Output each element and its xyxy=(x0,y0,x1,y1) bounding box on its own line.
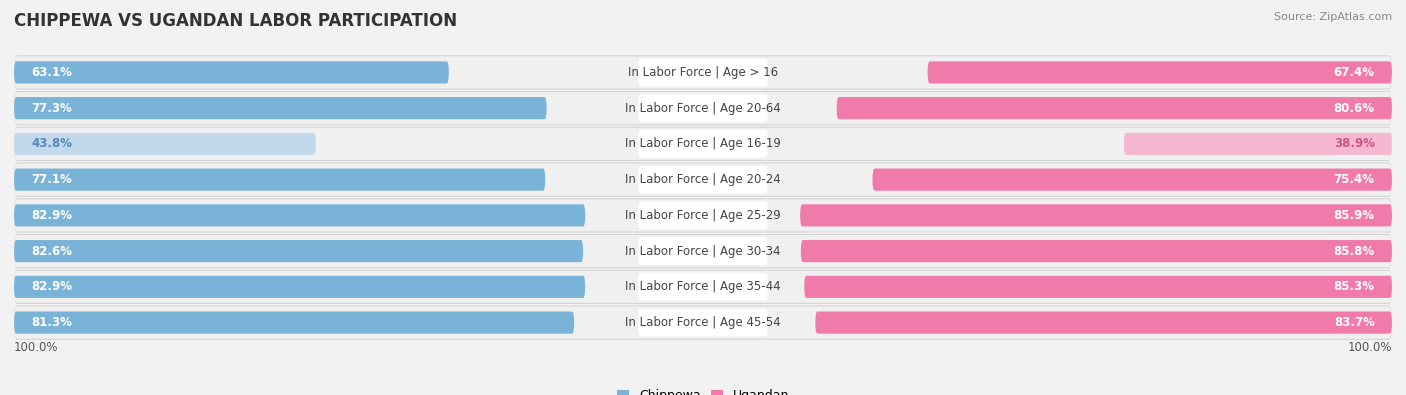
FancyBboxPatch shape xyxy=(14,97,547,119)
Text: 80.6%: 80.6% xyxy=(1334,102,1375,115)
Text: Source: ZipAtlas.com: Source: ZipAtlas.com xyxy=(1274,12,1392,22)
Text: 85.3%: 85.3% xyxy=(1334,280,1375,293)
FancyBboxPatch shape xyxy=(804,276,1392,298)
FancyBboxPatch shape xyxy=(638,273,768,301)
Text: In Labor Force | Age 20-64: In Labor Force | Age 20-64 xyxy=(626,102,780,115)
FancyBboxPatch shape xyxy=(14,270,1392,304)
FancyBboxPatch shape xyxy=(638,166,768,194)
FancyBboxPatch shape xyxy=(800,204,1392,226)
Text: 77.1%: 77.1% xyxy=(31,173,72,186)
FancyBboxPatch shape xyxy=(14,271,1392,303)
Text: 77.3%: 77.3% xyxy=(31,102,72,115)
FancyBboxPatch shape xyxy=(14,61,449,83)
FancyBboxPatch shape xyxy=(14,164,1392,196)
FancyBboxPatch shape xyxy=(14,55,1392,90)
Legend: Chippewa, Ugandan: Chippewa, Ugandan xyxy=(612,384,794,395)
FancyBboxPatch shape xyxy=(14,305,1392,340)
Text: 83.7%: 83.7% xyxy=(1334,316,1375,329)
Text: In Labor Force | Age 20-24: In Labor Force | Age 20-24 xyxy=(626,173,780,186)
Text: In Labor Force | Age 45-54: In Labor Force | Age 45-54 xyxy=(626,316,780,329)
Text: 85.9%: 85.9% xyxy=(1334,209,1375,222)
Text: 38.9%: 38.9% xyxy=(1334,137,1375,150)
Text: 75.4%: 75.4% xyxy=(1334,173,1375,186)
Text: 100.0%: 100.0% xyxy=(1347,341,1392,354)
Text: 63.1%: 63.1% xyxy=(31,66,72,79)
FancyBboxPatch shape xyxy=(801,240,1392,262)
FancyBboxPatch shape xyxy=(14,162,1392,197)
Text: 81.3%: 81.3% xyxy=(31,316,72,329)
FancyBboxPatch shape xyxy=(14,312,574,334)
Text: In Labor Force | Age 30-34: In Labor Force | Age 30-34 xyxy=(626,245,780,258)
FancyBboxPatch shape xyxy=(14,307,1392,339)
FancyBboxPatch shape xyxy=(14,169,546,191)
Text: In Labor Force | Age > 16: In Labor Force | Age > 16 xyxy=(628,66,778,79)
FancyBboxPatch shape xyxy=(928,61,1392,83)
FancyBboxPatch shape xyxy=(638,58,768,87)
Text: 100.0%: 100.0% xyxy=(14,341,59,354)
FancyBboxPatch shape xyxy=(14,276,585,298)
Text: CHIPPEWA VS UGANDAN LABOR PARTICIPATION: CHIPPEWA VS UGANDAN LABOR PARTICIPATION xyxy=(14,12,457,30)
Text: In Labor Force | Age 35-44: In Labor Force | Age 35-44 xyxy=(626,280,780,293)
Text: 43.8%: 43.8% xyxy=(31,137,72,150)
FancyBboxPatch shape xyxy=(14,198,1392,233)
FancyBboxPatch shape xyxy=(14,92,1392,124)
Text: 82.9%: 82.9% xyxy=(31,280,72,293)
FancyBboxPatch shape xyxy=(638,94,768,122)
Text: 82.6%: 82.6% xyxy=(31,245,72,258)
FancyBboxPatch shape xyxy=(837,97,1392,119)
FancyBboxPatch shape xyxy=(14,133,316,155)
Text: In Labor Force | Age 25-29: In Labor Force | Age 25-29 xyxy=(626,209,780,222)
FancyBboxPatch shape xyxy=(638,237,768,265)
FancyBboxPatch shape xyxy=(873,169,1392,191)
FancyBboxPatch shape xyxy=(14,127,1392,161)
FancyBboxPatch shape xyxy=(638,308,768,337)
Text: 85.8%: 85.8% xyxy=(1334,245,1375,258)
Text: 82.9%: 82.9% xyxy=(31,209,72,222)
Text: In Labor Force | Age 16-19: In Labor Force | Age 16-19 xyxy=(626,137,780,150)
FancyBboxPatch shape xyxy=(14,204,585,226)
FancyBboxPatch shape xyxy=(14,234,1392,268)
FancyBboxPatch shape xyxy=(638,201,768,229)
FancyBboxPatch shape xyxy=(1123,133,1392,155)
FancyBboxPatch shape xyxy=(14,128,1392,160)
FancyBboxPatch shape xyxy=(14,235,1392,267)
FancyBboxPatch shape xyxy=(638,130,768,158)
Text: 67.4%: 67.4% xyxy=(1334,66,1375,79)
FancyBboxPatch shape xyxy=(815,312,1392,334)
FancyBboxPatch shape xyxy=(14,199,1392,231)
FancyBboxPatch shape xyxy=(14,240,583,262)
FancyBboxPatch shape xyxy=(14,91,1392,125)
FancyBboxPatch shape xyxy=(14,56,1392,88)
